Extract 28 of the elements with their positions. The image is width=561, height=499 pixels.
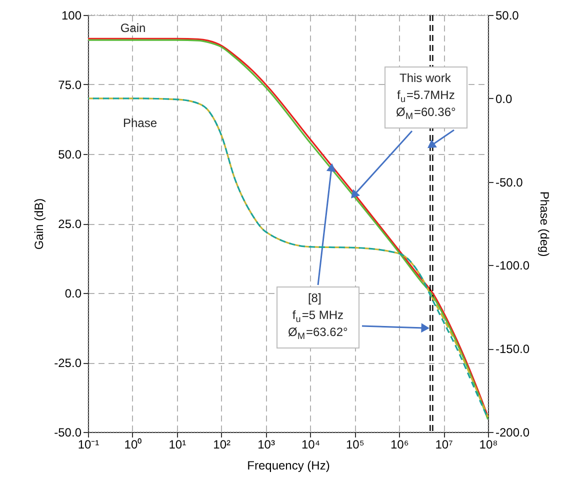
y-tick-label: 75.0 — [58, 78, 82, 92]
y2-tick-label: 50.0 — [496, 8, 520, 22]
x-tick-label: 10⁸ — [479, 438, 498, 452]
annotation: Gain — [120, 21, 146, 35]
y-tick-label: 100 — [61, 8, 82, 22]
x-tick-label: 10⁻¹ — [78, 438, 100, 452]
y2-tick-label: -50.0 — [496, 175, 524, 190]
x-tick-label: 10⁶ — [390, 438, 409, 452]
y-tick-label: 25.0 — [58, 217, 82, 231]
annotation: Phase — [122, 116, 158, 130]
x-tick-label: 10⁷ — [435, 438, 453, 452]
y2-axis-title: Phase (deg) — [538, 191, 552, 257]
y-tick-label: -25.0 — [54, 356, 82, 370]
x-tick-label: 10³ — [258, 438, 275, 452]
x-tick-label: 10⁰ — [124, 438, 142, 452]
y-tick-label: 50.0 — [58, 148, 82, 162]
x-tick-label: 10⁴ — [301, 438, 320, 452]
y-axis-title: Gain (dB) — [32, 198, 46, 250]
x-tick-label: 10⁵ — [346, 438, 364, 452]
x-tick-label: 10¹ — [168, 438, 186, 452]
y2-tick-label: -100.0 — [496, 258, 530, 273]
y2-tick-label: -200.0 — [496, 426, 530, 440]
x-axis-title: Frequency (Hz) — [247, 458, 330, 472]
y2-tick-label: -150.0 — [496, 342, 530, 356]
y-tick-label: 0.0 — [64, 286, 82, 300]
x-tick-label: 10² — [213, 438, 231, 452]
y2-tick-label: 0.0 — [496, 92, 513, 106]
y-tick-label: -50.0 — [54, 426, 82, 440]
